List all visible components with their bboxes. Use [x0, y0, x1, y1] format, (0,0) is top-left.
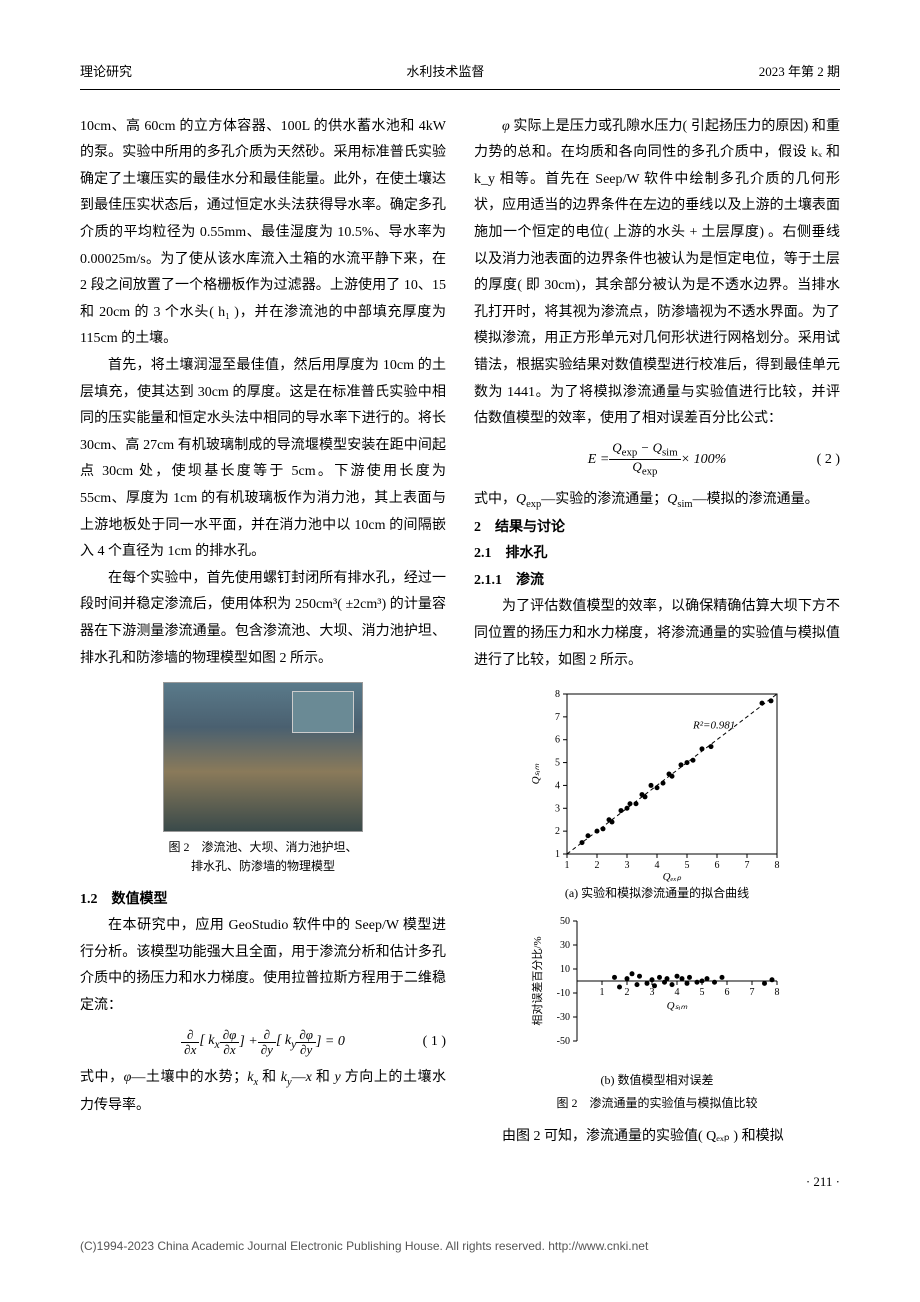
svg-text:4: 4	[655, 860, 660, 871]
fig2a-caption-l1: 图 2 渗流池、大坝、消力池护坦、	[80, 838, 446, 857]
chart-a-caption: (a) 实验和模拟渗流通量的拟合曲线	[527, 884, 787, 903]
section-1-2: 1.2 数值模型	[80, 887, 446, 914]
svg-text:-30: -30	[557, 1012, 570, 1023]
page-number: · 211 ·	[80, 1170, 840, 1195]
svg-text:Qₛᵢₘ: Qₛᵢₘ	[667, 1000, 688, 1012]
svg-text:7: 7	[750, 987, 755, 998]
chart-a-scatter: 1 2 3 4 5 6 7 8 1 2 3 4 5 6 7 8 R²=0.981 Qₑₓₚ Qₛᵢₘ (a) 实验和…	[527, 684, 787, 903]
para-l5: 式中，φ—土壤中的水势；kx 和 ky—x 和 y 方向上的土壤水力传导率。	[80, 1065, 446, 1119]
svg-text:5: 5	[700, 987, 705, 998]
svg-text:10: 10	[560, 964, 570, 975]
footer-copyright: (C)1994-2023 China Academic Journal Elec…	[80, 1235, 840, 1258]
svg-text:3: 3	[555, 803, 560, 814]
header-center: 水利技术监督	[406, 60, 484, 85]
svg-text:30: 30	[560, 940, 570, 951]
figure-2-charts: 1 2 3 4 5 6 7 8 1 2 3 4 5 6 7 8 R²=0.981 Qₑₓₚ Qₛᵢₘ (a) 实验和…	[474, 684, 840, 1114]
svg-text:1: 1	[600, 987, 605, 998]
para-r4: 由图 2 可知，渗流通量的实验值( Qₑₓₚ ) 和模拟	[474, 1124, 840, 1151]
svg-text:8: 8	[555, 689, 560, 700]
para-l3: 在每个实验中，首先使用螺钉封闭所有排水孔，经过一段时间并稳定渗流后，使用体积为 …	[80, 566, 446, 672]
fig2a-caption-l2: 排水孔、防渗墙的物理模型	[80, 857, 446, 876]
physical-model-photo	[163, 682, 363, 832]
svg-text:5: 5	[685, 860, 690, 871]
para-r2: 式中，Qexp—实验的渗流通量；Qsim—模拟的渗流通量。	[474, 487, 840, 515]
svg-text:4: 4	[675, 987, 680, 998]
para-l1: 10cm、高 60cm 的立方体容器、100L 的供水蓄水池和 4kW 的泵。实…	[80, 114, 446, 353]
svg-text:5: 5	[555, 758, 560, 769]
para-r1: φ 实际上是压力或孔隙水压力( 引起扬压力的原因) 和重力势的总和。在均质和各向…	[474, 114, 840, 433]
page-header: 理论研究 水利技术监督 2023 年第 2 期	[80, 60, 840, 90]
svg-text:8: 8	[775, 860, 780, 871]
fig2-main-caption: 图 2 渗流通量的实验值与模拟值比较	[474, 1094, 840, 1113]
svg-text:1: 1	[565, 860, 570, 871]
para-l2: 首先，将土壤润湿至最佳值，然后用厚度为 10cm 的土层填充，使其达到 30cm…	[80, 353, 446, 566]
equation-2: E = Qexp − QsimQexp × 100% ( 2 )	[474, 441, 840, 479]
svg-text:6: 6	[725, 987, 730, 998]
svg-text:1: 1	[555, 849, 560, 860]
chart-b-caption: (b) 数值模型相对误差	[527, 1071, 787, 1090]
svg-text:-10: -10	[557, 988, 570, 999]
svg-text:相对误差百分比/%: 相对误差百分比/%	[530, 937, 544, 1026]
svg-text:6: 6	[555, 735, 560, 746]
svg-text:R²=0.981: R²=0.981	[692, 719, 735, 731]
svg-text:-50: -50	[557, 1036, 570, 1047]
svg-text:Qₛᵢₘ: Qₛᵢₘ	[530, 764, 542, 785]
svg-text:3: 3	[650, 987, 655, 998]
svg-text:7: 7	[745, 860, 750, 871]
svg-text:6: 6	[715, 860, 720, 871]
header-left: 理论研究	[80, 60, 132, 85]
section-2-1-1: 2.1.1 渗流	[474, 568, 840, 595]
chart-b-scatter: 1 2 3 4 5 6 7 8 -50 -30 -10 10 30 50 Qₛᵢₘ 相对误差百分比/% (b)…	[527, 911, 787, 1090]
svg-text:50: 50	[560, 916, 570, 927]
section-2: 2 结果与讨论	[474, 515, 840, 542]
svg-text:3: 3	[625, 860, 630, 871]
equation-1: ∂∂x [ kx ∂φ∂x ] + ∂∂y [ ky ∂φ∂y ] = 0 ( …	[80, 1028, 446, 1058]
svg-text:2: 2	[555, 826, 560, 837]
figure-physical-model: 图 2 渗流池、大坝、消力池护坦、 排水孔、防渗墙的物理模型	[80, 682, 446, 876]
svg-text:7: 7	[555, 712, 560, 723]
svg-text:4: 4	[555, 781, 560, 792]
svg-text:2: 2	[595, 860, 600, 871]
header-right: 2023 年第 2 期	[759, 60, 840, 85]
svg-text:2: 2	[625, 987, 630, 998]
svg-text:Qₑₓₚ: Qₑₓₚ	[663, 871, 682, 883]
para-l4: 在本研究中，应用 GeoStudio 软件中的 Seep/W 模型进行分析。该模…	[80, 913, 446, 1019]
para-r3: 为了评估数值模型的效率，以确保精确估算大坝下方不同位置的扬压力和水力梯度，将渗流…	[474, 594, 840, 674]
section-2-1: 2.1 排水孔	[474, 541, 840, 568]
main-content: 10cm、高 60cm 的立方体容器、100L 的供水蓄水池和 4kW 的泵。实…	[80, 114, 840, 1151]
svg-text:8: 8	[775, 987, 780, 998]
eq1-number: ( 1 )	[423, 1029, 446, 1056]
eq2-number: ( 2 )	[817, 447, 840, 474]
